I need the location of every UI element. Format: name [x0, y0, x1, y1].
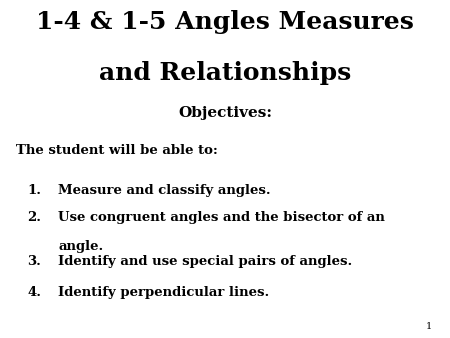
Text: The student will be able to:: The student will be able to:: [16, 144, 218, 156]
Text: 1: 1: [426, 322, 432, 331]
Text: Identify perpendicular lines.: Identify perpendicular lines.: [58, 286, 270, 298]
Text: Measure and classify angles.: Measure and classify angles.: [58, 184, 271, 197]
Text: 1-4 & 1-5 Angles Measures: 1-4 & 1-5 Angles Measures: [36, 10, 414, 34]
Text: 4.: 4.: [27, 286, 41, 298]
Text: angle.: angle.: [58, 240, 104, 253]
Text: Use congruent angles and the bisector of an: Use congruent angles and the bisector of…: [58, 211, 385, 224]
Text: Identify and use special pairs of angles.: Identify and use special pairs of angles…: [58, 255, 353, 268]
Text: and Relationships: and Relationships: [99, 61, 351, 85]
Text: Objectives:: Objectives:: [178, 106, 272, 120]
Text: 2.: 2.: [27, 211, 41, 224]
Text: 1.: 1.: [27, 184, 41, 197]
Text: 3.: 3.: [27, 255, 41, 268]
